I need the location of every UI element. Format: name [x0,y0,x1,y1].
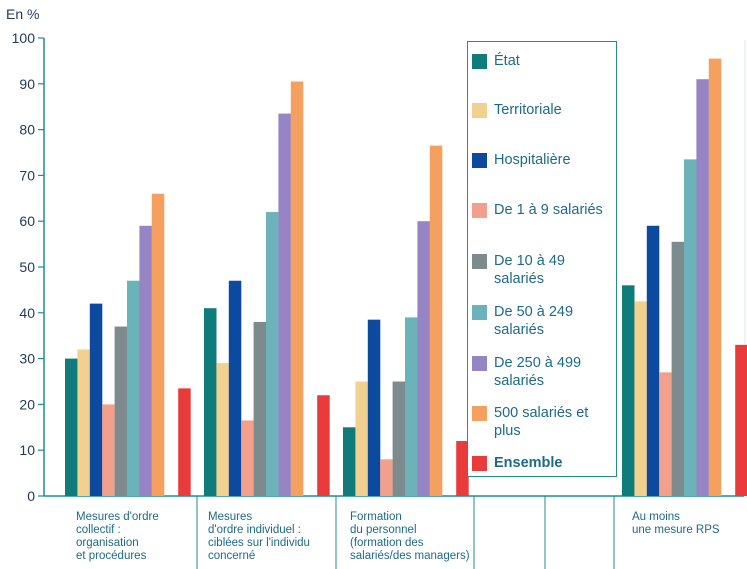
legend-label: État [494,53,520,69]
bar [392,381,406,496]
bar [343,427,356,496]
bar [671,241,685,496]
y-tick-label: 60 [19,213,35,229]
x-category-label-line: collectif : [76,524,121,536]
bar [429,145,443,496]
bar [290,81,304,496]
x-category-label-line: salariés/des managers) [350,550,470,562]
bar [151,193,165,496]
x-category-label-line: (formation des [350,537,424,549]
x-category-label: Mesures d'ordre individuel : ciblées sur l… [208,511,330,569]
bar [380,459,393,496]
legend-swatch [472,456,487,471]
y-axis-unit-label: En % [6,6,40,22]
legend-label: Territoriale [494,102,562,118]
x-category-label-line: concerné [208,550,256,562]
bar [735,344,747,496]
bar [708,58,722,497]
x-category-label: Au moins une mesure RPS [632,511,744,569]
x-category-label-line: d'ordre individuel : [208,524,301,536]
bar [659,372,672,496]
y-tick-label: 30 [19,351,35,367]
legend-swatch [472,254,487,269]
x-category-label-line: Mesures [208,511,253,523]
legend-label: Ensemble [494,455,563,471]
bar [696,79,709,496]
bar [228,280,242,496]
x-category-label: Mesures d'ordre collectif : organisation et… [76,511,198,569]
legend-swatch [472,153,487,168]
bar [684,159,697,496]
legend-swatch [472,305,487,320]
x-category-label-line: Au moins [632,511,680,523]
bar [278,113,291,496]
bar [367,319,381,496]
y-tick-label: 70 [19,167,35,183]
y-tick-label: 100 [12,30,36,46]
legend-label: De 10 à 49 salariés [494,253,565,287]
x-category-label-line: Mesures d'ordre [76,511,159,523]
bar [89,303,103,496]
legend-swatch [472,203,487,218]
y-tick-label: 0 [27,488,35,504]
legend-swatch [472,406,487,421]
y-tick-label: 90 [19,76,35,92]
x-category-label-line: une mesure RPS [632,524,720,536]
bar [417,221,430,496]
legend-swatch [472,54,487,69]
bar [77,349,90,496]
x-category-label [480,511,602,569]
bar [456,441,469,496]
legend-label: Hospitalière [494,152,571,168]
y-tick-label: 80 [19,122,35,138]
y-tick-label: 10 [19,442,35,458]
bar [317,395,330,496]
bar [65,358,78,496]
bar [127,280,140,496]
y-tick-label: 40 [19,305,35,321]
x-category-label: Formation du personnel (formation des salar… [350,511,472,569]
legend-label: De 250 à 499 salariés [494,355,582,389]
bar [634,301,647,496]
bar [646,225,660,496]
bar [355,381,368,496]
bar [204,308,217,496]
bar [266,212,279,497]
legend-label: 500 salariés et plus [494,405,589,439]
bar [216,363,229,496]
bar [405,317,418,496]
bar [102,404,115,496]
bar [241,420,254,496]
bar [253,321,267,496]
bar [139,225,152,496]
legend-swatch [472,356,487,371]
bar [622,285,635,496]
x-category-label-line: du personnel [350,524,417,536]
x-category-label-line: et procédures [76,550,147,562]
legend-label: De 50 à 249 salariés [494,304,574,338]
x-category-label-line: organisation [76,537,139,549]
legend-swatch [472,103,487,118]
legend-label: De 1 à 9 salariés [494,202,603,218]
x-category-label-line: Formation [350,511,402,523]
x-category-label-line: ciblées sur l'individu [208,537,310,549]
bar [178,388,191,496]
y-tick-label: 20 [19,396,35,412]
y-tick-label: 50 [19,259,35,275]
legend: État Territoriale Hospitalière De 1 à 9 sal… [467,41,617,477]
bar [114,326,128,496]
